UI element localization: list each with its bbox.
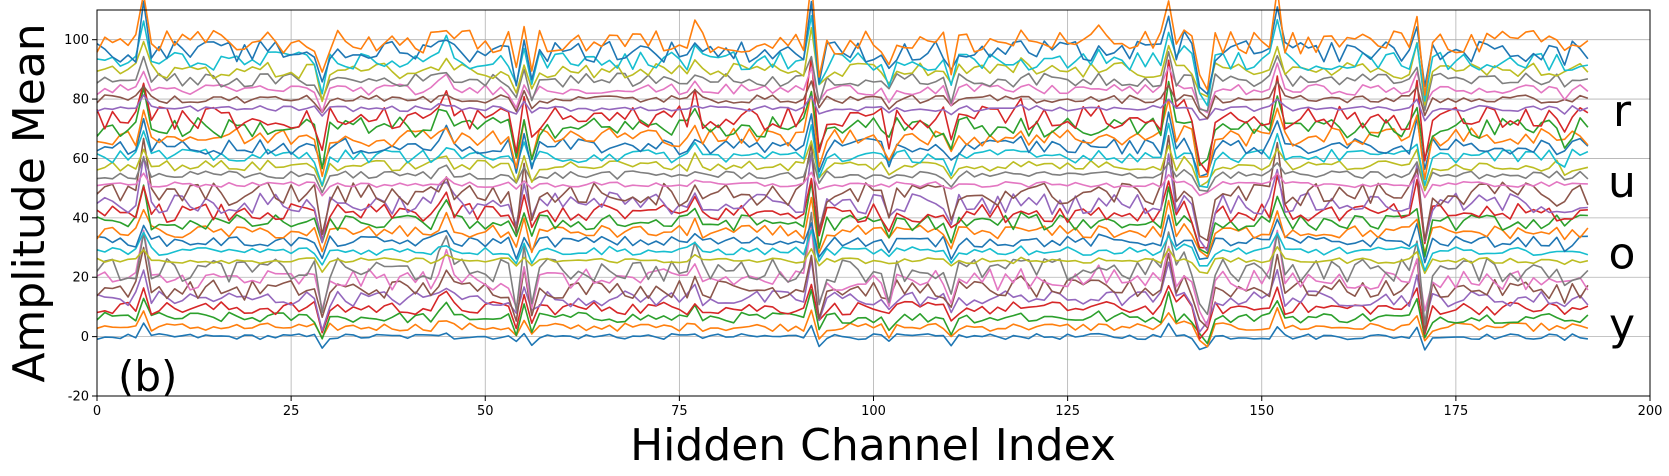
series-line-16 — [96, 134, 1589, 242]
panel-label: (b) — [118, 352, 177, 401]
y-axis-label: Amplitude Mean — [4, 23, 55, 382]
series-line-21 — [96, 111, 1589, 178]
series-line-32 — [96, 0, 1589, 96]
series-line-24 — [96, 56, 1589, 174]
x-tick-label: 0 — [93, 404, 101, 419]
group-label-y: y — [1609, 300, 1635, 351]
x-tick-label: 175 — [1443, 404, 1468, 419]
x-tick-label: 25 — [283, 404, 300, 419]
series-line-30 — [96, 15, 1589, 107]
group-label-r: r — [1613, 86, 1632, 137]
y-tick-label: 80 — [72, 93, 89, 108]
series-line-8 — [96, 211, 1589, 325]
series-line-5 — [96, 258, 1589, 333]
x-tick-label: 50 — [477, 404, 494, 419]
series-line-31 — [96, 0, 1589, 95]
y-tick-label: 60 — [72, 152, 89, 167]
y-tick-label: 100 — [64, 33, 89, 48]
series-line-26 — [96, 80, 1589, 120]
series-line-25 — [96, 94, 1589, 122]
series-line-29 — [96, 27, 1589, 106]
series-line-11 — [96, 214, 1588, 264]
series-line-7 — [96, 226, 1589, 327]
y-tick-label: 40 — [72, 211, 89, 226]
series-line-9 — [96, 246, 1589, 275]
series-line-1 — [96, 322, 1589, 351]
series-line-20 — [96, 122, 1589, 189]
y-axis-ticks: -20 0 20 40 60 80 100 — [64, 33, 97, 405]
series-line-6 — [96, 246, 1589, 333]
series-line-23 — [96, 80, 1589, 170]
series-line-2 — [96, 307, 1589, 348]
x-tick-label: 125 — [1055, 404, 1080, 419]
y-tick-label: -20 — [68, 390, 89, 405]
series-line-3 — [96, 288, 1589, 345]
x-axis-label: Hidden Channel Index — [630, 420, 1116, 471]
x-tick-label: 100 — [861, 404, 886, 419]
series-line-28 — [96, 51, 1589, 112]
series-line-10 — [96, 229, 1589, 272]
series-lines — [96, 0, 1589, 351]
x-tick-label: 150 — [1249, 404, 1274, 419]
series-line-13 — [96, 180, 1588, 258]
y-tick-label: 20 — [72, 271, 89, 286]
series-line-17 — [96, 171, 1588, 199]
y-tick-label: 0 — [81, 330, 89, 345]
series-line-14 — [96, 174, 1588, 249]
x-axis-ticks: 0 25 50 75 100 125 150 175 200 — [93, 396, 1663, 419]
series-line-27 — [96, 62, 1589, 114]
x-tick-label: 200 — [1638, 404, 1663, 419]
series-line-18 — [96, 152, 1589, 194]
x-tick-label: 75 — [671, 404, 688, 419]
series-line-12 — [96, 196, 1589, 258]
group-label-o: o — [1609, 228, 1636, 279]
series-line-15 — [96, 152, 1588, 252]
group-label-u: u — [1608, 157, 1636, 208]
series-line-22 — [96, 90, 1589, 180]
series-line-4 — [96, 283, 1589, 340]
